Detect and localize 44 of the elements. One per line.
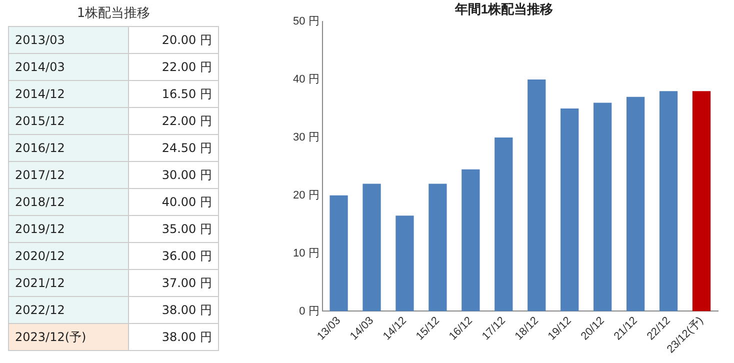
bar <box>528 80 546 312</box>
category-label: 2014/03 <box>8 54 128 80</box>
y-tick-label: 0 円 <box>299 305 320 318</box>
y-tick-label: 10 円 <box>292 247 320 260</box>
category-label: 2020/12 <box>8 242 128 270</box>
text: 20.00 円 <box>162 32 212 46</box>
text: 40.00 円 <box>162 194 212 208</box>
category-label: 2014/12 <box>8 80 128 108</box>
text: 38.00 円 <box>162 330 212 344</box>
category-label: 2022/12 <box>8 296 128 324</box>
text: 22.00 円 <box>162 114 212 128</box>
y-tick-label: 40 円 <box>292 74 320 86</box>
text: 38.00 円 <box>162 302 212 316</box>
bar <box>594 102 612 312</box>
text: 1株配当推移 <box>76 5 152 22</box>
bar <box>692 91 711 312</box>
y-tick-label: 30 円 <box>292 131 320 144</box>
category-label: 2017/12 <box>8 162 128 188</box>
text: 30.00 円 <box>162 168 212 182</box>
bar <box>626 96 645 312</box>
bar <box>494 137 513 312</box>
text: 24.50 円 <box>162 140 212 154</box>
text: 22.00 円 <box>162 60 212 74</box>
text: 36.00 円 <box>162 248 212 262</box>
bar <box>362 184 381 312</box>
bar <box>462 169 480 312</box>
category-label: 2021/12 <box>8 270 128 296</box>
category-label: 2023/12(予) <box>8 324 128 350</box>
bar <box>428 184 447 312</box>
category-label: 2018/12 <box>8 188 128 216</box>
y-tick-label: 50 円 <box>292 16 320 28</box>
category-label: 2015/12 <box>8 108 128 134</box>
text: 35.00 円 <box>162 222 212 236</box>
bar <box>560 108 579 312</box>
bar <box>659 91 678 312</box>
category-label: 2019/12 <box>8 216 128 242</box>
y-tick-label: 20 円 <box>292 189 320 202</box>
category-label: 2016/12 <box>8 134 128 162</box>
category-label: 2013/03 <box>8 26 128 54</box>
bar <box>396 216 414 312</box>
text: 37.00 円 <box>162 276 212 290</box>
text: 16.50 円 <box>162 86 212 100</box>
bar <box>330 195 348 312</box>
chart-title: 年間1株配当推移 <box>454 1 554 16</box>
